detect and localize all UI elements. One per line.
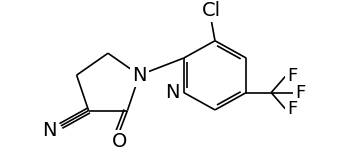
Text: N: N <box>132 66 147 85</box>
Text: F: F <box>287 100 298 118</box>
Text: N: N <box>41 121 56 140</box>
Text: O: O <box>112 132 127 151</box>
Text: F: F <box>295 84 305 102</box>
Text: F: F <box>287 67 298 85</box>
Text: N: N <box>165 83 180 102</box>
Text: Cl: Cl <box>202 1 221 20</box>
